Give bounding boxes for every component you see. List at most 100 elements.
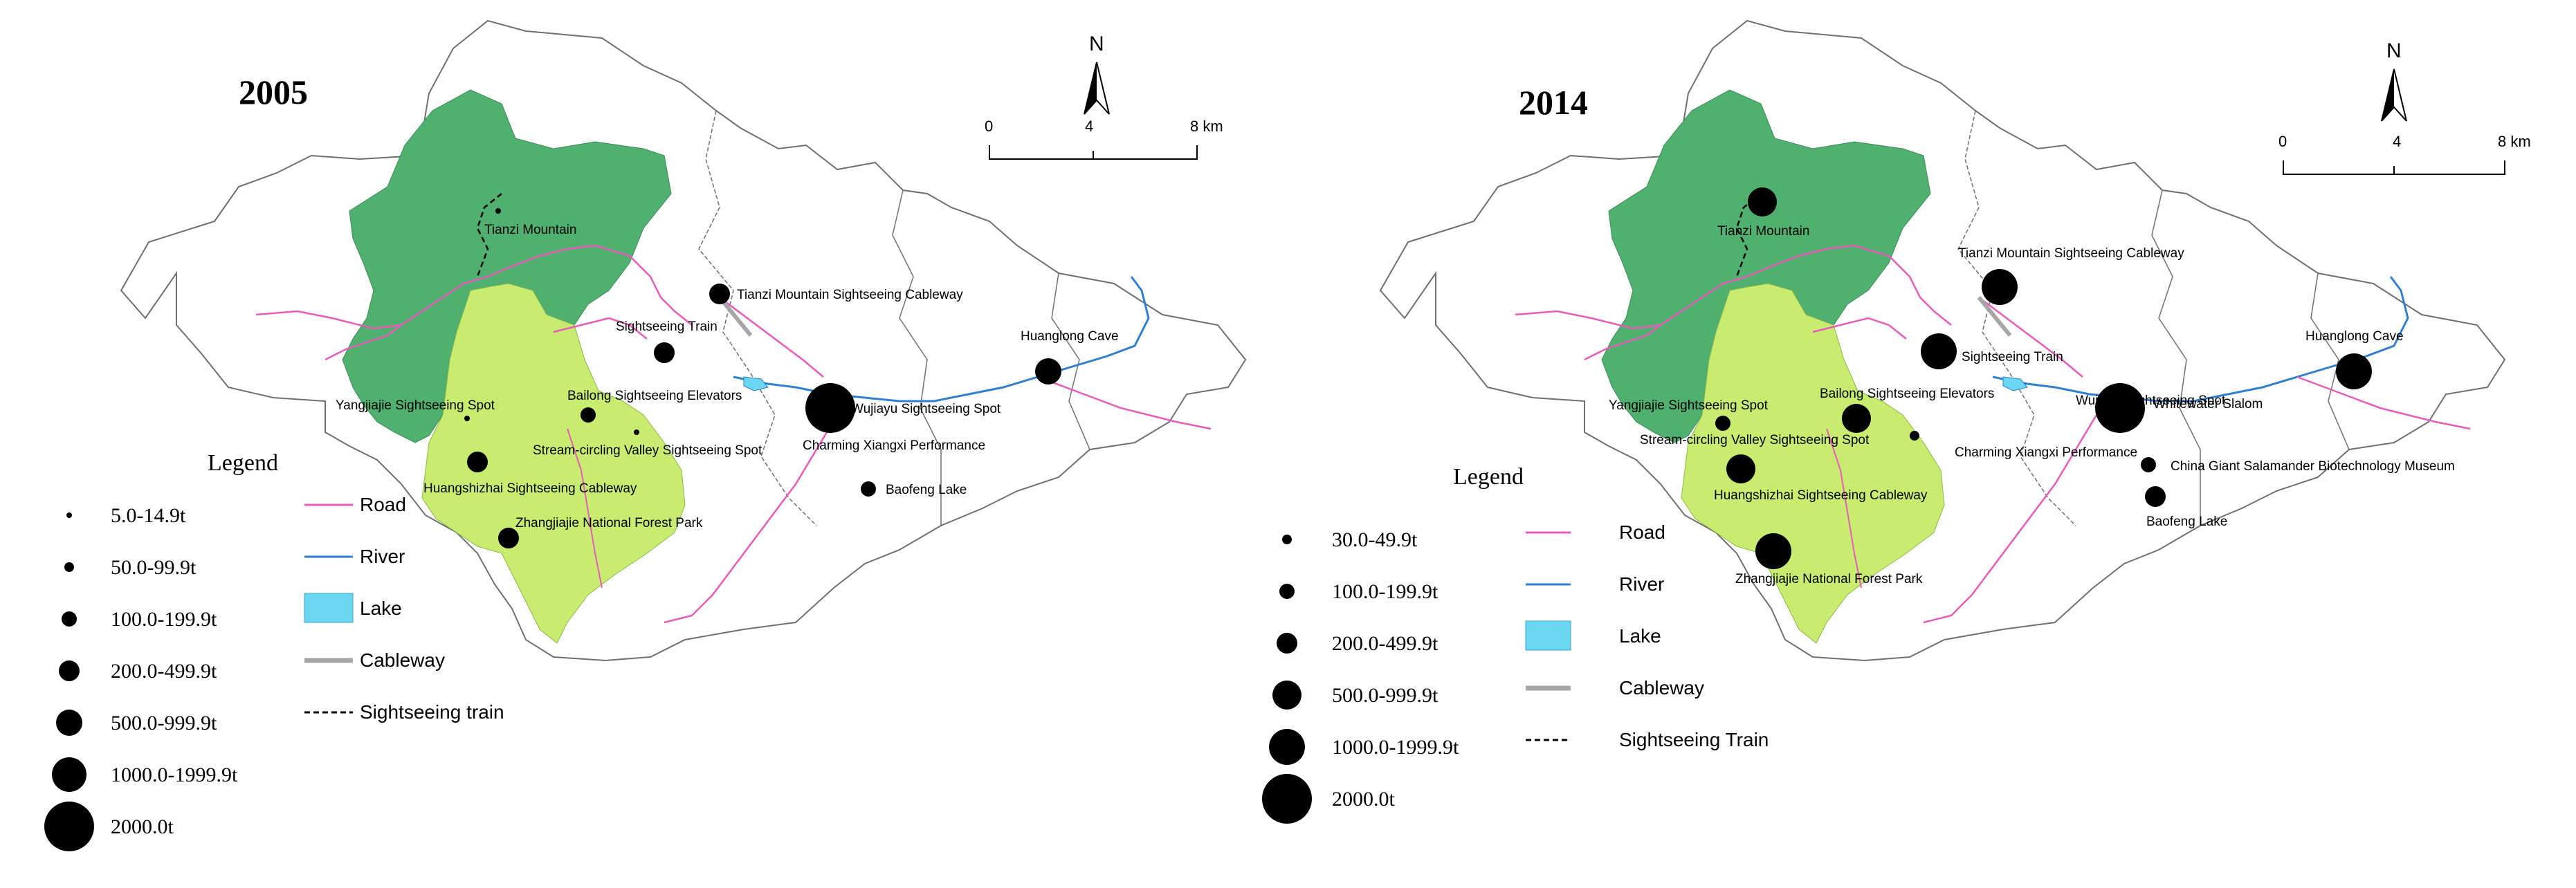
legend-line-symbols: Road River Lake Cableway Sightseeing Train bbox=[1525, 521, 1769, 750]
road bbox=[553, 317, 648, 340]
river bbox=[1992, 276, 2409, 403]
spot-label: Tianzi Mountain Sightseeing Cableway bbox=[737, 288, 963, 302]
road bbox=[1812, 317, 1907, 340]
spot-label: Tianzi Mountain Sightseeing Cableway bbox=[1958, 246, 2184, 261]
forest-park-area bbox=[421, 283, 686, 644]
road bbox=[719, 297, 824, 378]
north-arrow: N bbox=[2381, 39, 2407, 122]
lake-swatch-icon bbox=[1525, 620, 1571, 651]
scale-label-0: 0 bbox=[2278, 133, 2287, 150]
lake bbox=[2002, 376, 2028, 391]
spot-marker bbox=[498, 528, 519, 548]
lake bbox=[743, 376, 769, 391]
spot-label: Whitewater Slalom bbox=[2153, 397, 2263, 411]
road bbox=[2296, 376, 2471, 430]
spot-label: Yangjiajie Sightseeing Spot bbox=[336, 398, 495, 413]
legend-size-label: 2000.0t bbox=[1332, 788, 1396, 811]
spot-label: Huangshizhai Sightseeing Cableway bbox=[423, 481, 637, 496]
spot-marker bbox=[464, 416, 470, 421]
legend-line-label: River bbox=[1619, 573, 1664, 595]
spot-label: Wujiayu Sightseeing Spot bbox=[2076, 394, 2226, 408]
legend-line-label: Sightseeing train bbox=[360, 701, 504, 723]
spot-marker bbox=[1842, 404, 1871, 433]
legend-size-symbol bbox=[64, 562, 74, 572]
spot-label: Baofeng Lake bbox=[886, 483, 967, 497]
legend-size-symbol bbox=[44, 802, 94, 851]
spot-marker bbox=[634, 429, 639, 435]
legend-size-symbol bbox=[1277, 633, 1297, 654]
spot-label: Charming Xiangxi Performance bbox=[1955, 445, 2137, 460]
sightseeing-train bbox=[1735, 193, 1762, 277]
road bbox=[1584, 324, 1661, 361]
legend-size-label: 30.0-49.9t bbox=[1332, 528, 1418, 551]
spot-marker bbox=[1910, 431, 1919, 441]
legend-size-symbol bbox=[1279, 584, 1295, 599]
cableway bbox=[1977, 296, 2012, 337]
legend-size-symbol bbox=[1262, 774, 1312, 824]
legend-line-label: River bbox=[360, 546, 405, 567]
spot-label: Stream-circling Valley Sightseeing Spot bbox=[533, 443, 762, 458]
legend-line-label: Lake bbox=[1619, 625, 1661, 647]
spot-marker bbox=[1748, 187, 1777, 216]
road bbox=[1826, 428, 1862, 589]
spot-marker bbox=[861, 481, 876, 497]
sightseeing-train bbox=[476, 193, 502, 277]
subdistrict-boundary bbox=[892, 189, 942, 526]
legend: Legend 30.0-49.9t 100.0-199.9t 200.0-499.9… bbox=[1262, 464, 1769, 824]
legend-line-symbols: Road River Lake Cableway Sightseeing train bbox=[304, 494, 504, 723]
legend-line-label: Sightseeing Train bbox=[1619, 729, 1769, 750]
spot-marker bbox=[1715, 416, 1730, 431]
legend-size-classes: 5.0-14.9t 50.0-99.9t 100.0-199.9t 200.0-499… bbox=[44, 504, 238, 851]
spot-marker bbox=[2336, 353, 2372, 389]
map-2014: Tianzi Mountain Tianzi Mountain Sightseei… bbox=[1262, 19, 2531, 824]
spot-marker bbox=[467, 452, 488, 472]
spot-label: Wujiayu Sightseeing Spot bbox=[851, 402, 1001, 416]
subdistrict-boundary bbox=[2151, 189, 2201, 526]
legend-size-label: 500.0-999.9t bbox=[111, 712, 217, 734]
scale-label-8km: 8 km bbox=[1190, 118, 1223, 135]
legend-size-label: 50.0-99.9t bbox=[111, 556, 197, 579]
spot-label: Huanglong Cave bbox=[1021, 329, 1119, 344]
spot-marker bbox=[495, 208, 501, 214]
road bbox=[1923, 414, 2098, 624]
spot-marker bbox=[1921, 333, 1957, 369]
subdistrict-boundary bbox=[2310, 272, 2350, 450]
spot-marker bbox=[1755, 533, 1791, 569]
subdistrict-boundary bbox=[698, 110, 817, 526]
spot-marker bbox=[1726, 454, 1755, 483]
map-2005: Tianzi Mountain Tianzi Mountain Sightseei… bbox=[44, 19, 1247, 851]
spot-marker bbox=[1982, 269, 2018, 305]
road bbox=[325, 324, 402, 361]
legend-size-symbol bbox=[59, 660, 80, 681]
north-arrow: N bbox=[1084, 33, 1110, 115]
cableway bbox=[718, 296, 753, 337]
spot-marker bbox=[709, 284, 730, 304]
legend-line-label: Road bbox=[360, 494, 406, 515]
road bbox=[664, 414, 839, 624]
forest-park-area bbox=[1681, 283, 1945, 644]
legend-size-label: 100.0-199.9t bbox=[1332, 580, 1438, 603]
spot-label: Charming Xiangxi Performance bbox=[803, 438, 985, 453]
legend-title: Legend bbox=[208, 450, 278, 476]
spot-label: Bailong Sightseeing Elevators bbox=[567, 389, 742, 403]
legend-size-label: 5.0-14.9t bbox=[111, 504, 186, 527]
spot-label: Yangjiajie Sightseeing Spot bbox=[1609, 398, 1769, 413]
spot-marker bbox=[1035, 358, 1061, 385]
spot-label: Tianzi Mountain bbox=[484, 223, 576, 237]
legend-size-label: 100.0-199.9t bbox=[111, 608, 217, 631]
map-year: 2014 bbox=[1519, 83, 1588, 122]
spot-marker bbox=[805, 383, 855, 433]
spot-label: Stream-circling Valley Sightseeing Spot bbox=[1640, 433, 1870, 447]
legend-size-symbol bbox=[62, 611, 77, 627]
spot-marker bbox=[2141, 457, 2156, 472]
spots-layer: Tianzi Mountain Tianzi Mountain Sightseei… bbox=[1609, 187, 2455, 586]
map-base bbox=[120, 19, 1247, 662]
legend-title: Legend bbox=[1453, 464, 1524, 490]
spot-label: Sightseeing Train bbox=[616, 320, 718, 334]
scale-label-4: 4 bbox=[2393, 133, 2401, 150]
legend-line-label: Road bbox=[1619, 521, 1665, 543]
spot-label: Zhangjiajie National Forest Park bbox=[515, 516, 703, 530]
spot-marker bbox=[2145, 486, 2166, 507]
spot-label: Bailong Sightseeing Elevators bbox=[1820, 387, 1994, 401]
